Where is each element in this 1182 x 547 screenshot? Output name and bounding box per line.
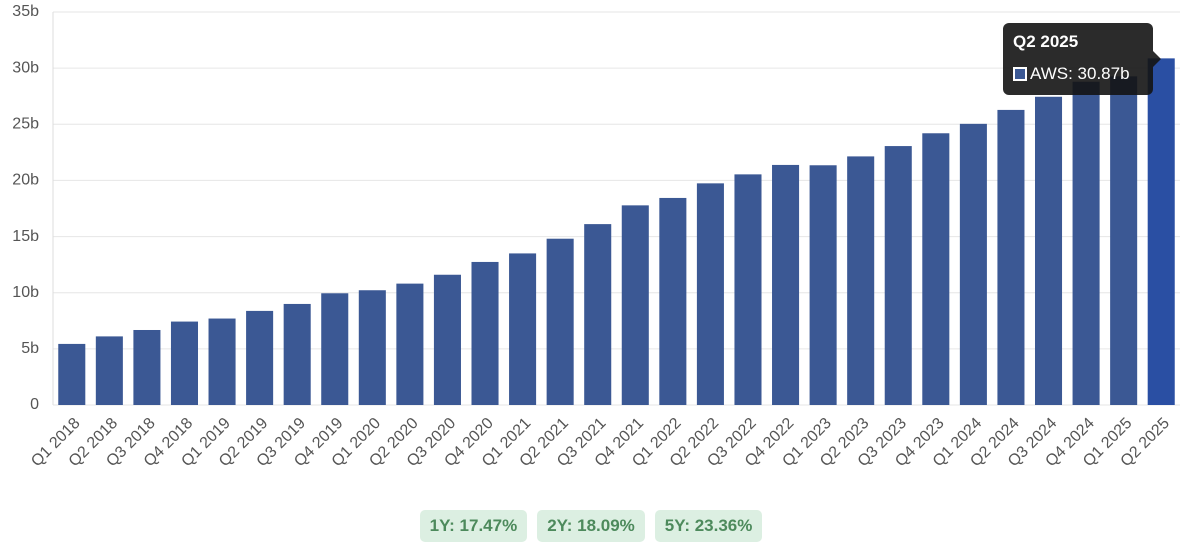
badges: 1Y: 17.47% 2Y: 18.09% 5Y: 23.36% <box>0 510 1182 542</box>
bar <box>997 109 1025 405</box>
bar <box>509 253 537 405</box>
bar <box>58 343 86 405</box>
tooltip: Q2 2025 AWS: 30.87b <box>1003 23 1161 95</box>
bar <box>884 146 912 405</box>
bar <box>621 205 649 405</box>
bar <box>546 238 574 405</box>
bar <box>772 164 800 405</box>
tooltip-row: AWS: 30.87b <box>1013 64 1130 84</box>
y-tick-label: 5b <box>21 340 39 357</box>
bar <box>170 321 199 405</box>
bar <box>433 274 461 405</box>
bar <box>1072 81 1100 405</box>
bar <box>396 283 424 405</box>
bar <box>696 183 724 405</box>
bar <box>246 310 274 405</box>
bar <box>659 197 687 405</box>
bar <box>734 174 762 405</box>
bar <box>1147 58 1175 406</box>
bar <box>208 318 236 405</box>
y-tick-label: 20b <box>12 172 39 189</box>
bar <box>809 165 837 405</box>
growth-badge: 1Y: 17.47% <box>419 510 528 542</box>
tooltip-label: AWS: 30.87b <box>1030 64 1130 83</box>
y-tick-label: 25b <box>12 116 39 133</box>
tooltip-title: Q2 2025 <box>1013 32 1079 51</box>
tooltip-arrow <box>1153 51 1161 67</box>
growth-badge: 2Y: 18.09% <box>537 510 645 542</box>
y-tick-label: 0 <box>30 396 39 413</box>
bar <box>1034 96 1063 406</box>
tooltip-swatch <box>1013 67 1027 81</box>
bar <box>922 133 950 406</box>
bar <box>133 329 161 405</box>
bar <box>1110 76 1138 405</box>
bar <box>471 261 499 405</box>
bar <box>321 293 349 405</box>
bar <box>847 156 875 405</box>
growth-badge: 5Y: 23.36% <box>654 510 763 542</box>
y-tick-label: 15b <box>12 228 39 245</box>
y-tick-label: 30b <box>12 59 39 76</box>
bar <box>584 224 612 405</box>
bar <box>283 303 311 405</box>
bar <box>959 123 987 405</box>
bar <box>95 336 123 405</box>
y-tick-label: 10b <box>12 284 39 301</box>
bar <box>358 290 386 405</box>
y-tick-label: 35b <box>12 3 39 20</box>
